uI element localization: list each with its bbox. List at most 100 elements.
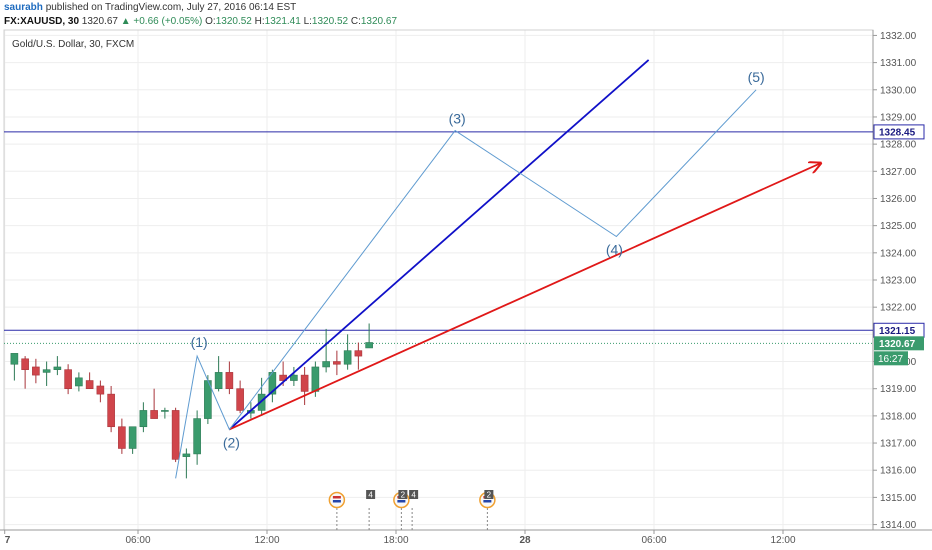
candle: [204, 375, 212, 425]
event-marker: [328, 491, 346, 530]
horizontal-lines: [4, 131, 873, 344]
low-label: L:: [303, 16, 312, 27]
candle: [96, 380, 105, 403]
hline-price-label: 1328.45: [879, 127, 916, 138]
time-tick-label: 18:00: [383, 535, 408, 546]
price-tags: 1328.45 1321.15 1320.67 16:27: [873, 124, 925, 366]
red-trend-line: [229, 163, 820, 431]
price-tick-label: 1332.00: [880, 31, 917, 42]
time-tick-label: 28: [519, 535, 531, 546]
candle-body: [139, 410, 148, 428]
close-label: C:: [350, 16, 361, 27]
candle: [182, 448, 191, 479]
candle: [333, 350, 341, 376]
candle: [107, 385, 115, 433]
candle: [354, 342, 363, 370]
wave-label: (3): [449, 111, 466, 127]
candle-body: [214, 372, 223, 389]
event-count-badge: [409, 490, 419, 499]
candle: [64, 364, 72, 395]
countdown-label: 16:27: [878, 354, 903, 365]
candle-body: [75, 377, 83, 387]
candle: [139, 402, 148, 433]
open-label: O:: [205, 16, 216, 27]
candle: [118, 418, 126, 454]
published-text: published on TradingView.com, July 27, 2…: [45, 2, 297, 13]
candle: [322, 328, 330, 373]
candle-body: [96, 385, 105, 395]
close-value: 1320.67: [360, 16, 398, 27]
author-name[interactable]: saurabh: [4, 2, 43, 13]
candle: [53, 356, 62, 376]
event-count: 4: [411, 491, 416, 500]
candle: [171, 407, 180, 463]
candle: [161, 407, 169, 419]
candle-body: [311, 366, 320, 392]
candle: [21, 356, 29, 389]
elliott-wave[interactable]: (1) (2) (3) (4) (5): [175, 69, 765, 479]
trend-lines[interactable]: [228, 59, 820, 431]
candle-body: [53, 366, 62, 370]
candle: [10, 353, 19, 381]
high-value: 1321.41: [264, 16, 301, 27]
price-tick-label: 1319.00: [880, 384, 917, 395]
low-value: 1320.52: [311, 16, 349, 27]
event-count-badge: [484, 490, 494, 499]
candle-body: [118, 426, 126, 449]
candles: [10, 323, 373, 479]
blue-trend-line: [228, 59, 650, 431]
price-axis[interactable]: 1314.00 1315.00 1316.00 1317.00 1318.00 1319.…: [873, 31, 917, 531]
event-marker: 4: [409, 490, 419, 530]
candle: [75, 372, 83, 392]
candle-body: [193, 418, 201, 455]
open-value: 1320.52: [215, 16, 252, 27]
wave-label: (1): [191, 334, 208, 350]
event-count: 2: [487, 491, 492, 500]
event-count: 2: [401, 491, 406, 500]
price-tick-label: 1315.00: [880, 493, 917, 504]
candle: [128, 426, 137, 454]
price-tick-label: 1317.00: [880, 439, 917, 450]
candle: [214, 356, 223, 392]
price-change: ▲ +0.66 (+0.05%): [120, 16, 203, 27]
candle: [343, 334, 352, 370]
event-marker: 2: [393, 490, 410, 530]
candle-body: [171, 410, 180, 460]
candle: [150, 388, 158, 419]
candle: [193, 410, 201, 465]
flag-stripe: [332, 496, 341, 499]
price-tick-label: 1316.00: [880, 466, 917, 477]
candle-body: [64, 369, 72, 389]
flag-stripe: [332, 500, 341, 503]
price-tick-label: 1330.00: [880, 85, 917, 96]
candle: [225, 361, 234, 395]
candle-body: [21, 358, 29, 370]
event-count-badge: [366, 490, 376, 499]
candle-body: [354, 350, 363, 357]
candle-body: [343, 350, 352, 365]
flag-stripe: [483, 500, 492, 503]
flag-stripe: [397, 500, 406, 503]
price-tick-label: 1322.00: [880, 303, 917, 314]
price-tick-label: 1329.00: [880, 112, 917, 123]
time-axis[interactable]: 7 06:00 12:00 18:00 28 06:00 12:00: [4, 530, 796, 546]
event-count: 4: [368, 491, 373, 500]
price-tick-label: 1324.00: [880, 248, 917, 259]
candle-body: [300, 374, 309, 392]
candle: [300, 366, 309, 405]
event-count-badge: [398, 490, 408, 499]
candle: [42, 361, 51, 386]
candle-body: [365, 342, 373, 349]
event-marker: 2: [479, 490, 496, 530]
wave-path: [175, 89, 757, 479]
wave-label: (4): [606, 242, 623, 258]
candle-body: [10, 353, 19, 365]
price-tick-label: 1327.00: [880, 167, 917, 178]
candle: [32, 358, 40, 384]
wave-label: (2): [223, 434, 240, 450]
price-tick-label: 1326.00: [880, 194, 917, 205]
hline-price-tag: [873, 124, 925, 140]
candle-body: [161, 410, 169, 412]
